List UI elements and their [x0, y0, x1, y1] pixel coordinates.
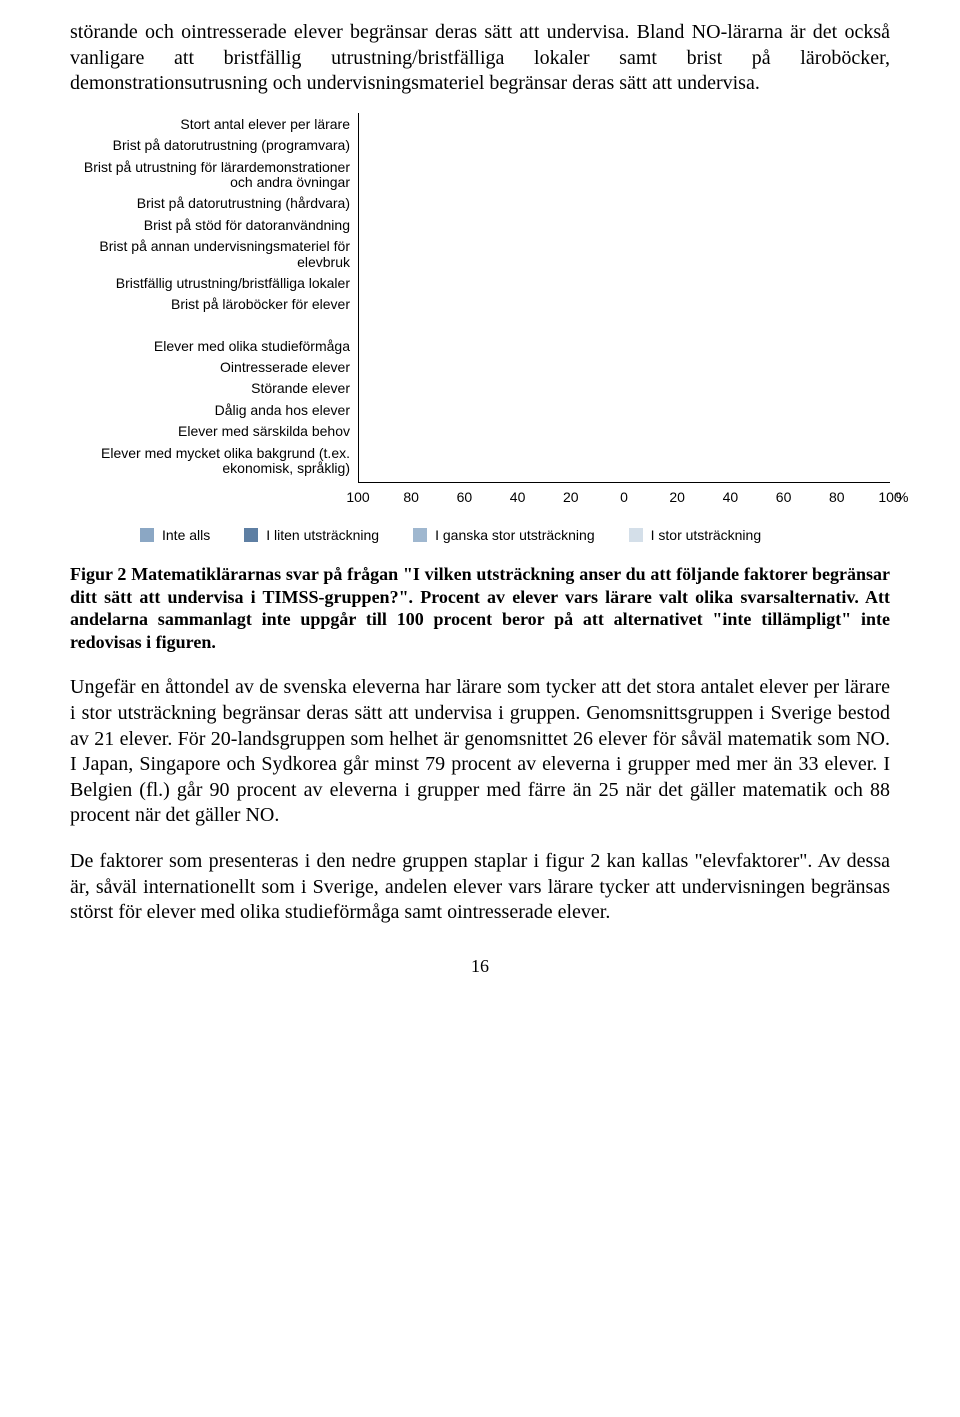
chart-row-label: Elever med särskilda behov	[70, 424, 358, 439]
chart-row-label: Bristfällig utrustning/bristfälliga loka…	[70, 276, 358, 291]
legend-swatch	[413, 528, 427, 542]
chart-row-label: Brist på utrustning för lärardemonstrati…	[70, 160, 358, 191]
page-number: 16	[70, 956, 890, 977]
axis-tick: 60	[776, 489, 792, 505]
chart-row: Dålig anda hos elever	[70, 403, 890, 418]
legend-swatch	[140, 528, 154, 542]
x-axis: 10080604020020406080100%	[358, 483, 890, 513]
chart-row-label: Brist på datorutrustning (programvara)	[70, 138, 358, 153]
legend-item: I stor utsträckning	[629, 527, 762, 543]
chart-legend: Inte alls I liten utsträckning I ganska st…	[140, 527, 890, 543]
chart-row: Elever med olika studieförmåga	[70, 339, 890, 354]
axis-tick: 40	[510, 489, 526, 505]
axis-tick: 40	[723, 489, 739, 505]
chart-row-label: Elever med mycket olika bakgrund (t.ex. …	[70, 446, 358, 477]
legend-label: I ganska stor utsträckning	[435, 527, 595, 543]
legend-label: Inte alls	[162, 527, 210, 543]
axis-tick: 20	[563, 489, 579, 505]
chart-row: Stort antal elever per lärare	[70, 117, 890, 132]
chart-row-label: Störande elever	[70, 381, 358, 396]
chart-row: Brist på annan undervisningsmateriel för…	[70, 239, 890, 270]
chart-figure: Stort antal elever per lärare Brist på da…	[70, 117, 890, 544]
legend-swatch	[244, 528, 258, 542]
chart-row: Bristfällig utrustning/bristfälliga loka…	[70, 276, 890, 291]
chart-row: Brist på datorutrustning (programvara)	[70, 138, 890, 153]
chart-row: Ointresserade elever	[70, 360, 890, 375]
chart-row-label: Stort antal elever per lärare	[70, 117, 358, 132]
axis-tick: 0	[620, 489, 628, 505]
legend-item: I liten utsträckning	[244, 527, 379, 543]
legend-swatch	[629, 528, 643, 542]
axis-tick: 20	[669, 489, 685, 505]
chart-row: Elever med särskilda behov	[70, 424, 890, 439]
legend-item: Inte alls	[140, 527, 210, 543]
body-paragraph-1: Ungefär en åttondel av de svenska elever…	[70, 675, 890, 829]
chart-row: Störande elever	[70, 381, 890, 396]
chart-row: Brist på utrustning för lärardemonstrati…	[70, 160, 890, 191]
chart-row-label: Brist på läroböcker för elever	[70, 297, 358, 312]
chart-row: Brist på läroböcker för elever	[70, 297, 890, 312]
axis-tick: 80	[403, 489, 419, 505]
legend-item: I ganska stor utsträckning	[413, 527, 595, 543]
intro-paragraph: störande och ointresserade elever begrän…	[70, 20, 890, 97]
chart-row: Elever med mycket olika bakgrund (t.ex. …	[70, 446, 890, 477]
chart-row-label: Brist på stöd för datoranvändning	[70, 218, 358, 233]
axis-tick: 80	[829, 489, 845, 505]
axis-tick: 100	[346, 489, 369, 505]
chart-row-label: Elever med olika studieförmåga	[70, 339, 358, 354]
chart-row: Brist på datorutrustning (hårdvara)	[70, 196, 890, 211]
axis-tick: 60	[457, 489, 473, 505]
chart-row-label: Brist på annan undervisningsmateriel för…	[70, 239, 358, 270]
legend-label: I liten utsträckning	[266, 527, 379, 543]
chart-row-label: Dålig anda hos elever	[70, 403, 358, 418]
chart-row-label: Brist på datorutrustning (hårdvara)	[70, 196, 358, 211]
axis-percent-label: %	[896, 489, 908, 505]
figure-caption: Figur 2 Matematiklärarnas svar på frågan…	[70, 563, 890, 653]
chart-row-label: Ointresserade elever	[70, 360, 358, 375]
legend-label: I stor utsträckning	[651, 527, 762, 543]
chart-row: Brist på stöd för datoranvändning	[70, 218, 890, 233]
body-paragraph-2: De faktorer som presenteras i den nedre …	[70, 849, 890, 926]
